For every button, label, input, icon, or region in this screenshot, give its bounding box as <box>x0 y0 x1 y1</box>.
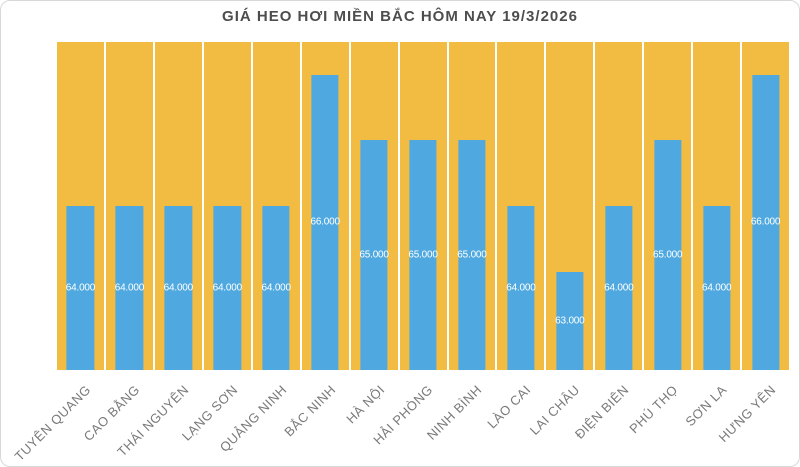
category-column: 64.000 <box>693 42 741 370</box>
category-column: 64.000 <box>57 42 104 370</box>
value-label: 64.000 <box>506 282 536 294</box>
category-column: 63.000 <box>546 42 594 370</box>
value-label: 65.000 <box>457 249 487 261</box>
value-label: 65.000 <box>653 249 683 261</box>
x-axis-labels: TUYÊN QUANG CAO BẰNG THÁI NGUYÊN LẠNG SƠN QU… <box>12 370 790 466</box>
value-bar: 65.000 <box>457 140 487 370</box>
category-column: 64.000 <box>154 42 202 370</box>
category-column: 65.000 <box>448 42 496 370</box>
value-bar: 64.000 <box>701 206 732 370</box>
value-label: 64.000 <box>261 282 292 294</box>
value-label: 65.000 <box>359 249 389 261</box>
x-axis-label: TUYÊN QUANG <box>11 382 94 464</box>
category-column: 65.000 <box>399 42 447 370</box>
category-column: 64.000 <box>497 42 545 370</box>
value-label: 64.000 <box>604 282 634 294</box>
category-column: 64.000 <box>203 42 251 370</box>
chart-title: GIÁ HEO HƠI MIỀN BẮC HÔM NAY 19/3/2026 <box>222 8 578 25</box>
value-bar: 66.000 <box>750 74 781 370</box>
value-bar: 64.000 <box>212 206 243 370</box>
value-bar: 65.000 <box>408 140 438 370</box>
x-axis-label: BẮC NINH <box>280 382 339 440</box>
value-label: 66.000 <box>750 216 781 228</box>
value-bar: 65.000 <box>359 140 389 370</box>
value-label: 64.000 <box>114 282 145 294</box>
x-axis-label: LÀO CAI <box>484 382 534 432</box>
category-column: 66.000 <box>301 42 349 370</box>
value-bar: 64.000 <box>114 206 145 370</box>
value-bar: 66.000 <box>310 74 340 370</box>
value-label: 64.000 <box>163 282 194 294</box>
x-axis-label: HÀ NỘI <box>342 382 388 427</box>
category-column: 65.000 <box>644 42 692 370</box>
value-bar: 64.000 <box>261 206 292 370</box>
value-label: 64.000 <box>701 282 732 294</box>
category-column: 65.000 <box>350 42 398 370</box>
value-label: 66.000 <box>310 216 340 228</box>
category-column: 64.000 <box>595 42 643 370</box>
x-axis-label: SƠN LA <box>682 382 730 430</box>
value-bar: 64.000 <box>506 206 536 370</box>
value-label: 63.000 <box>555 315 585 327</box>
category-column: 64.000 <box>252 42 300 370</box>
value-bar: 65.000 <box>653 140 683 370</box>
value-bar: 64.000 <box>163 206 194 370</box>
value-bar: 63.000 <box>555 271 585 370</box>
value-label: 64.000 <box>65 282 96 294</box>
value-label: 64.000 <box>212 282 243 294</box>
value-label: 65.000 <box>408 249 438 261</box>
category-column: 66.000 <box>742 42 790 370</box>
category-column: 64.000 <box>105 42 153 370</box>
value-bar: 64.000 <box>604 206 634 370</box>
value-bar: 64.000 <box>65 206 96 370</box>
x-axis-label: PHÚ THỌ <box>626 382 681 437</box>
plot-area: 64.000 64.000 64.000 64.000 64.000 66.000 65.0… <box>56 42 790 370</box>
